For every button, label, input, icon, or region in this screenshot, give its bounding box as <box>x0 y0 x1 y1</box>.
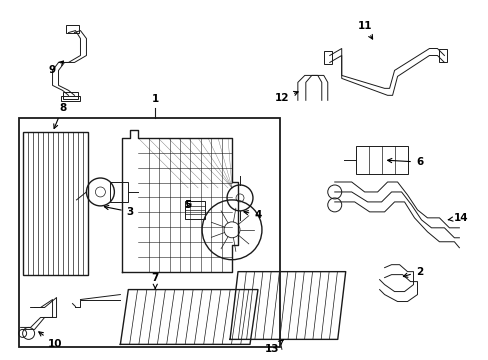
Text: 7: 7 <box>151 273 159 289</box>
Bar <box>439 49 447 62</box>
Text: 12: 12 <box>274 91 298 103</box>
Text: 11: 11 <box>357 21 372 39</box>
Bar <box>22 132 88 275</box>
Text: 1: 1 <box>151 94 159 104</box>
Bar <box>185 201 204 219</box>
Bar <box>19 118 279 347</box>
Text: 9: 9 <box>49 61 63 76</box>
Text: 6: 6 <box>387 157 422 167</box>
Text: 5: 5 <box>184 200 191 210</box>
Bar <box>62 92 78 99</box>
Text: 10: 10 <box>39 332 62 349</box>
Bar <box>61 96 81 101</box>
Text: 2: 2 <box>403 267 422 277</box>
Bar <box>65 24 80 32</box>
Bar <box>355 146 407 174</box>
Text: 13: 13 <box>264 340 283 354</box>
Bar <box>323 50 331 64</box>
Text: 3: 3 <box>104 206 134 217</box>
Text: 14: 14 <box>447 213 468 223</box>
Text: 8: 8 <box>54 103 66 129</box>
Text: 4: 4 <box>244 210 261 220</box>
Bar <box>110 182 128 202</box>
